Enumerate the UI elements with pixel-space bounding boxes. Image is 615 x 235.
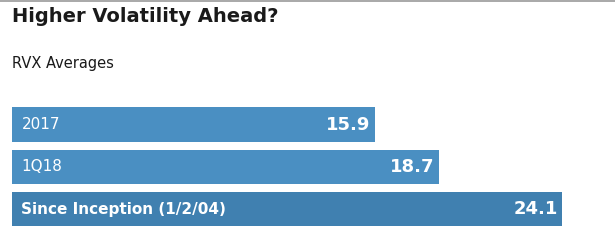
Text: RVX Averages: RVX Averages xyxy=(12,56,114,71)
Bar xyxy=(12,107,375,142)
Bar xyxy=(12,192,562,227)
Text: 1Q18: 1Q18 xyxy=(22,159,62,174)
Text: 15.9: 15.9 xyxy=(327,116,371,133)
Text: Higher Volatility Ahead?: Higher Volatility Ahead? xyxy=(12,7,279,26)
Text: 18.7: 18.7 xyxy=(390,158,435,176)
Text: Since Inception (1/2/04): Since Inception (1/2/04) xyxy=(22,202,226,217)
Text: 24.1: 24.1 xyxy=(514,200,558,218)
Text: 2017: 2017 xyxy=(22,117,60,132)
Bar xyxy=(12,149,439,184)
